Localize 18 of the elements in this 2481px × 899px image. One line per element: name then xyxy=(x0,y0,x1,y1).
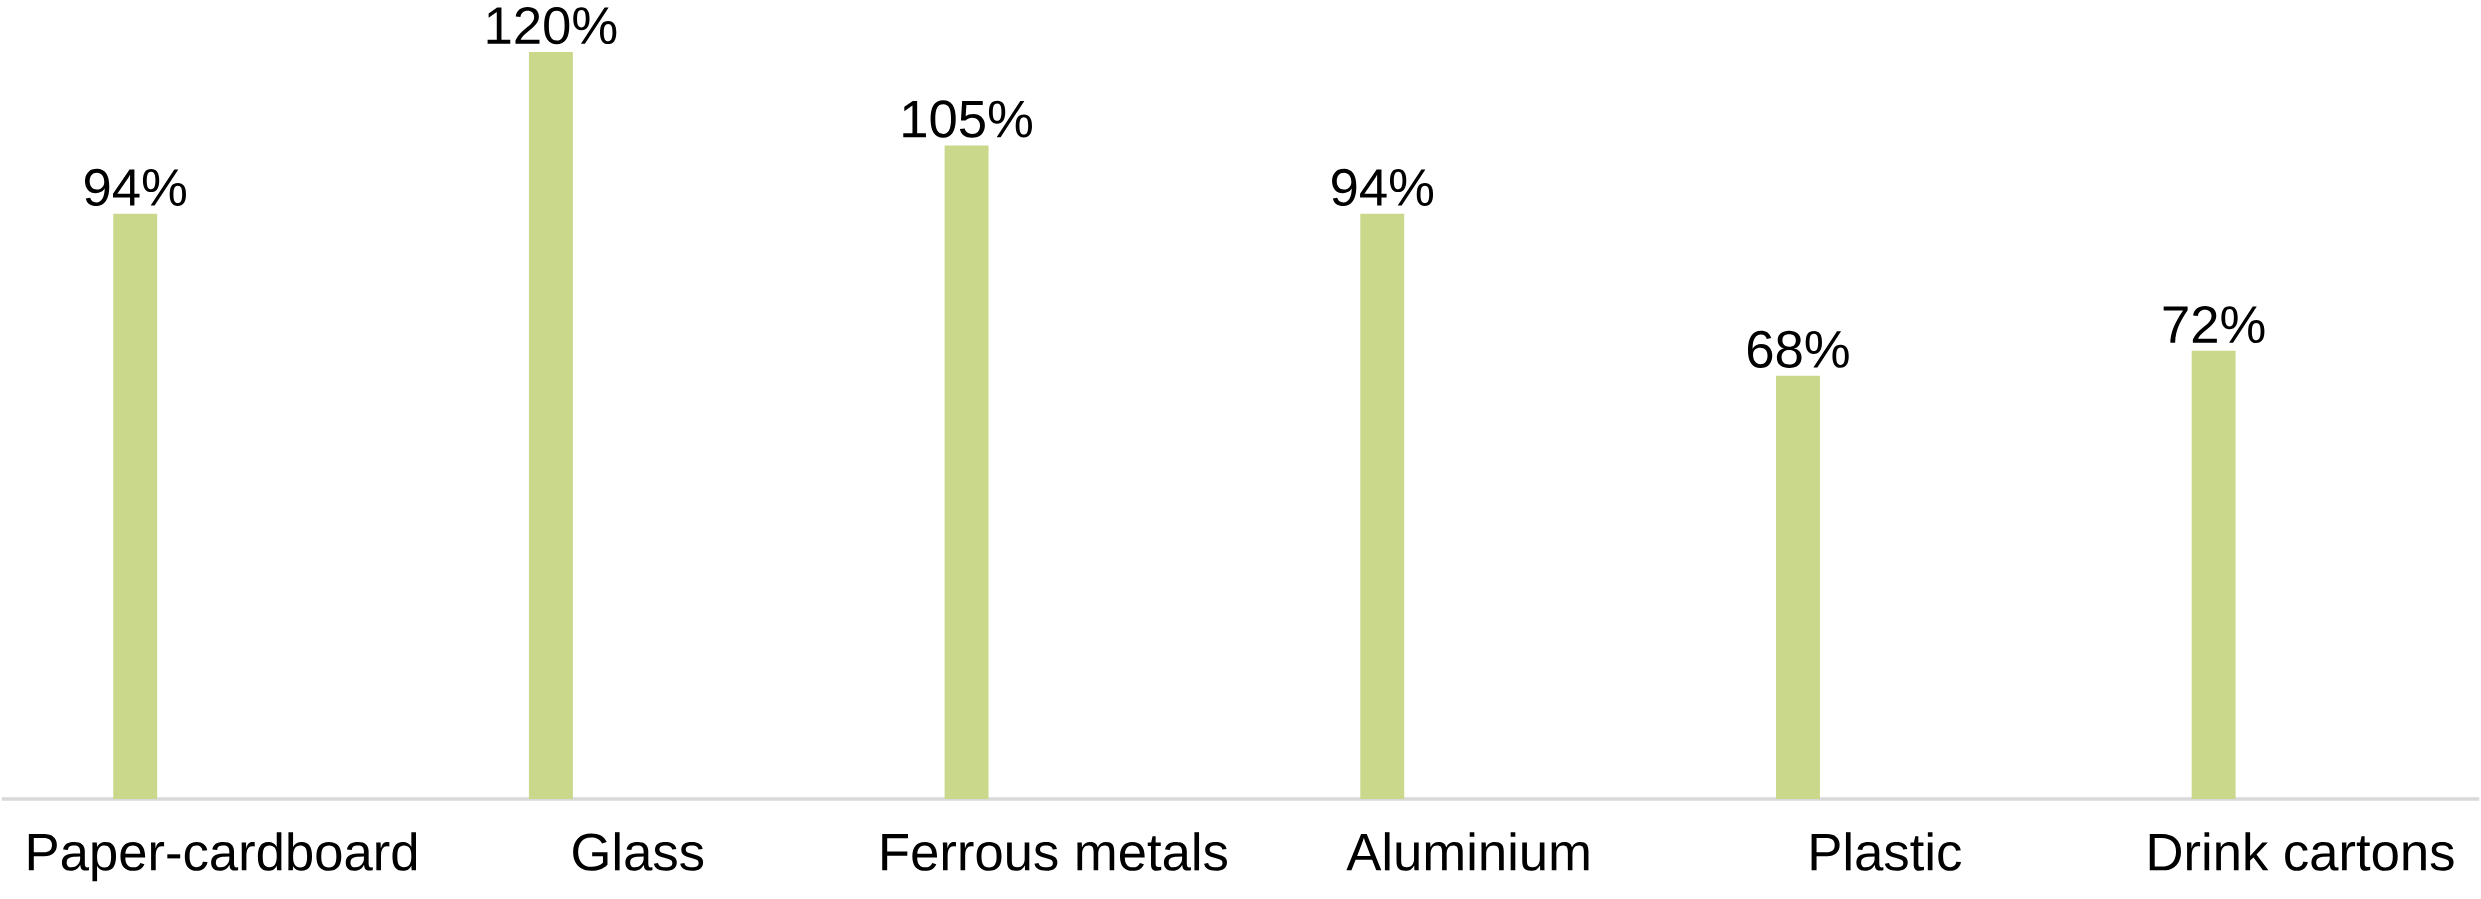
bar xyxy=(944,145,989,800)
x-tick-label: Drink cartons xyxy=(2149,832,2454,871)
x-tick-label: Glass xyxy=(573,832,704,871)
bar xyxy=(2191,350,2236,800)
data-label: 94% xyxy=(85,168,186,207)
data-label: 72% xyxy=(2163,306,2265,344)
x-tick-label: Ferrous metals xyxy=(882,832,1227,871)
data-label: 105% xyxy=(903,100,1032,138)
data-label: 68% xyxy=(1747,330,1849,369)
bar xyxy=(528,52,573,800)
bar xyxy=(1360,213,1405,800)
x-tick-label: Paper-cardboard xyxy=(28,832,417,882)
bar xyxy=(113,213,158,800)
x-tick-label: Aluminium xyxy=(1346,832,1589,871)
data-label: 94% xyxy=(1332,168,1434,207)
x-tick-label: Plastic xyxy=(1811,832,1961,871)
bar xyxy=(1775,375,1820,800)
data-label: 120% xyxy=(487,7,617,45)
